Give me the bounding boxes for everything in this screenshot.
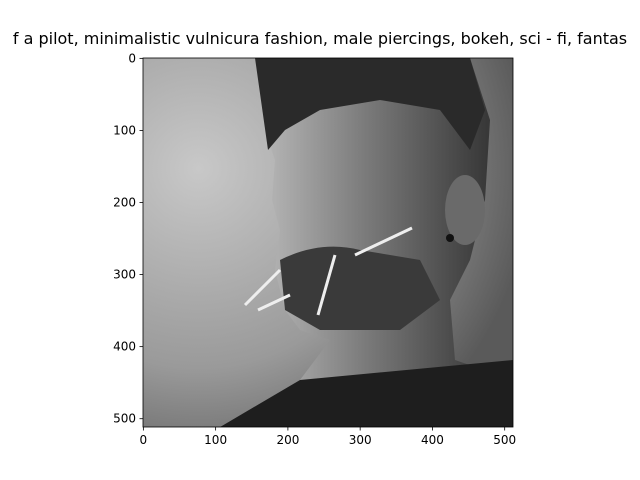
y-tick-label: 0 <box>128 51 136 65</box>
x-tick-label: 0 <box>140 433 148 447</box>
x-tick-label: 100 <box>204 433 227 447</box>
x-tick-label: 300 <box>349 433 372 447</box>
y-tick-label: 200 <box>113 196 136 210</box>
y-tick-label: 100 <box>113 123 136 137</box>
x-tick-label: 500 <box>493 433 516 447</box>
photo <box>143 58 513 427</box>
y-tick-label: 300 <box>113 268 136 282</box>
axes-frame <box>142 57 514 428</box>
y-tick-label: 400 <box>113 340 136 354</box>
x-tick-label: 200 <box>276 433 299 447</box>
y-tick-label: 500 <box>113 412 136 426</box>
x-tick-label: 400 <box>421 433 444 447</box>
chart-title: f a pilot, minimalistic vulnicura fashio… <box>13 29 627 48</box>
